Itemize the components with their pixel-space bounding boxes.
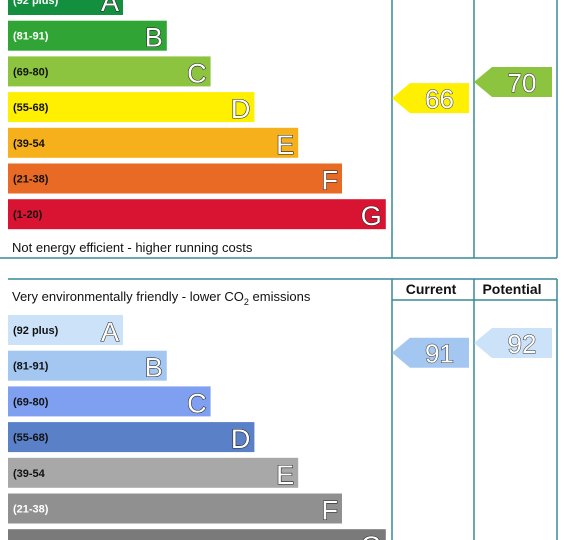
potential-rating-value: 70 [508,68,537,98]
band-d-range: (55-68) [13,102,49,114]
band-a-bar [8,0,123,15]
band-c-letter: C [187,388,207,418]
band-g-bar [8,199,386,230]
environmental-impact-chart: Current Potential Very environmentally f… [8,278,558,540]
current-rating-arrow [392,83,469,114]
band-c-bar [8,386,211,417]
bottom-caption: Not energy efficient - higher running co… [12,240,253,255]
band-c-range: (69-80) [13,66,49,78]
band-b-bar [8,350,167,381]
band-a-range: (92 plus) [13,0,59,7]
band-e-range: (39-54 [13,138,46,150]
band-d-letter: D [231,424,251,454]
band-d-range: (55-68) [13,432,49,444]
band-g-range: (1-20) [13,209,43,221]
band-a-bar [8,315,123,345]
band-a-letter: A [101,317,119,347]
band-f-letter: F [322,496,339,526]
band-f-range: (21-38) [13,174,49,186]
band-g-bar [8,529,386,540]
band-a-range: (92 plus) [13,325,59,337]
potential-header: Potential [482,281,541,297]
band-b-letter: B [145,23,163,53]
band-b-letter: B [145,353,163,383]
energy-efficiency-chart: (92 plus) A (81-91) B (69-80) C (55-68) D (39-54… [0,0,558,259]
band-g-letter: G [361,201,382,231]
band-e-letter: E [276,130,294,160]
band-f-letter: F [322,166,339,196]
band-d-letter: D [231,94,251,124]
band-f-bar [8,493,342,524]
potential-rating-value: 92 [508,329,537,359]
band-b-range: (81-91) [13,31,49,43]
band-d-bar [8,422,255,453]
potential-rating-arrow [474,67,552,98]
band-a-letter: A [101,0,119,17]
band-b-range: (81-91) [13,361,49,373]
band-f-range: (21-38) [13,504,49,516]
band-e-letter: E [276,460,294,490]
band-b-bar [8,20,167,51]
band-e-bar [8,127,299,158]
band-d-bar [8,92,255,123]
band-c-bar [8,56,211,87]
band-e-range: (39-54 [13,468,46,480]
band-e-bar [8,457,299,488]
band-c-letter: C [187,58,207,88]
current-header: Current [406,281,457,297]
band-c-range: (69-80) [13,396,49,408]
band-f-bar [8,163,342,194]
current-rating-value: 66 [425,84,454,114]
current-rating-arrow [392,337,469,368]
top-caption: Very environmentally friendly - lower CO… [12,289,311,307]
potential-rating-arrow [474,328,552,358]
current-rating-value: 91 [425,339,454,369]
band-g-letter: G [361,531,382,540]
